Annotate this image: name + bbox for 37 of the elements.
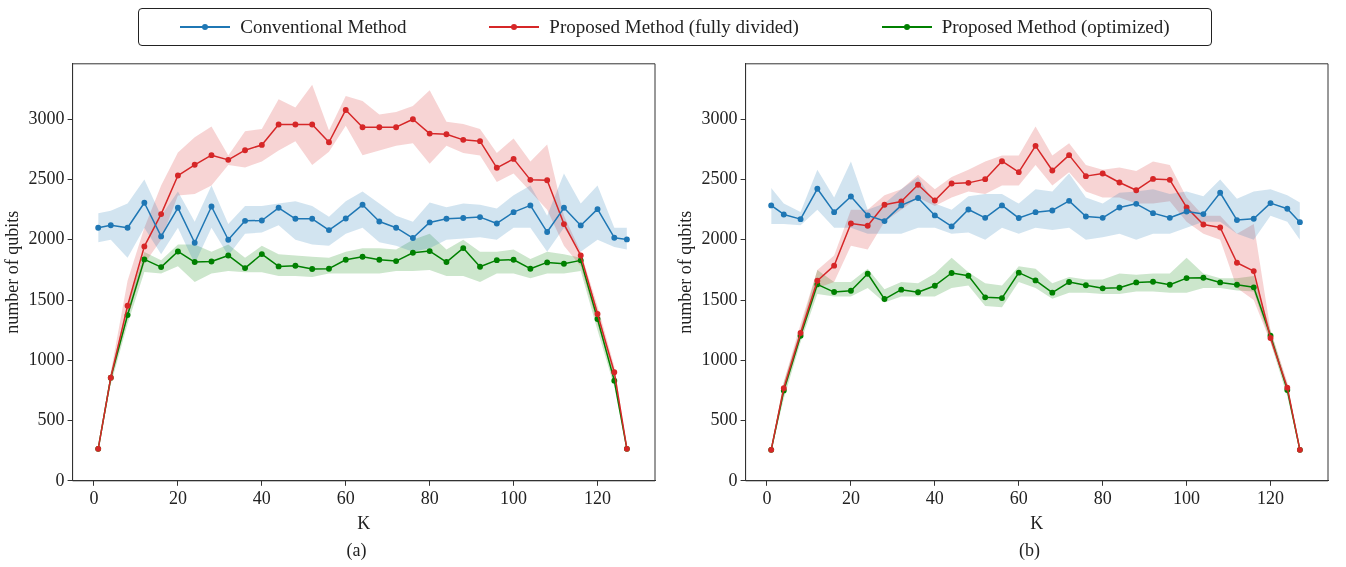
y-axis-title: number of qubits — [1, 210, 22, 334]
x-tick-label: 100 — [500, 488, 528, 509]
y-tick-label: 2500 — [701, 168, 738, 189]
text: (a) — [345, 540, 368, 561]
x-tick-label: 80 — [1093, 488, 1112, 509]
y-tick-label: 2000 — [28, 228, 65, 249]
legend-label: Conventional Method — [240, 16, 407, 38]
y-tick-label: 1500 — [701, 288, 738, 309]
y-tick-label: 1500 — [28, 288, 65, 309]
x-tick-label: 0 — [89, 488, 99, 509]
text: (b) — [1018, 540, 1041, 561]
y-tick-label: 3000 — [28, 107, 65, 128]
y-tick-label: 2000 — [701, 228, 738, 249]
y-tick-label: 2500 — [28, 168, 65, 189]
y-tick-label: 1000 — [28, 349, 65, 370]
x-tick-label: 40 — [925, 488, 944, 509]
y-tick-label: 0 — [728, 469, 738, 490]
x-tick-label: 60 — [336, 488, 355, 509]
x-tick-label: 80 — [420, 488, 439, 509]
x-tick-label: 0 — [762, 488, 772, 509]
x-tick-label: 40 — [252, 488, 271, 509]
y-axis-title: number of qubits — [674, 210, 695, 334]
y-tick-label: 0 — [55, 469, 65, 490]
x-tick-label: 120 — [1257, 488, 1285, 509]
y-tick-label: 500 — [710, 409, 738, 430]
x-tick-label: 20 — [841, 488, 860, 509]
x-tick-label: 100 — [1173, 488, 1201, 509]
y-tick-label: 3000 — [701, 107, 738, 128]
x-axis-title: K — [357, 512, 371, 533]
x-tick-label: 60 — [1009, 488, 1028, 509]
x-tick-label: 20 — [168, 488, 187, 509]
legend-label: Proposed Method (fully divided) — [549, 16, 799, 38]
y-tick-label: 500 — [37, 409, 65, 430]
x-tick-label: 120 — [584, 488, 612, 509]
y-tick-label: 1000 — [701, 349, 738, 370]
legend-label: Proposed Method (optimized) — [941, 16, 1170, 38]
x-axis-title: K — [1030, 512, 1044, 533]
